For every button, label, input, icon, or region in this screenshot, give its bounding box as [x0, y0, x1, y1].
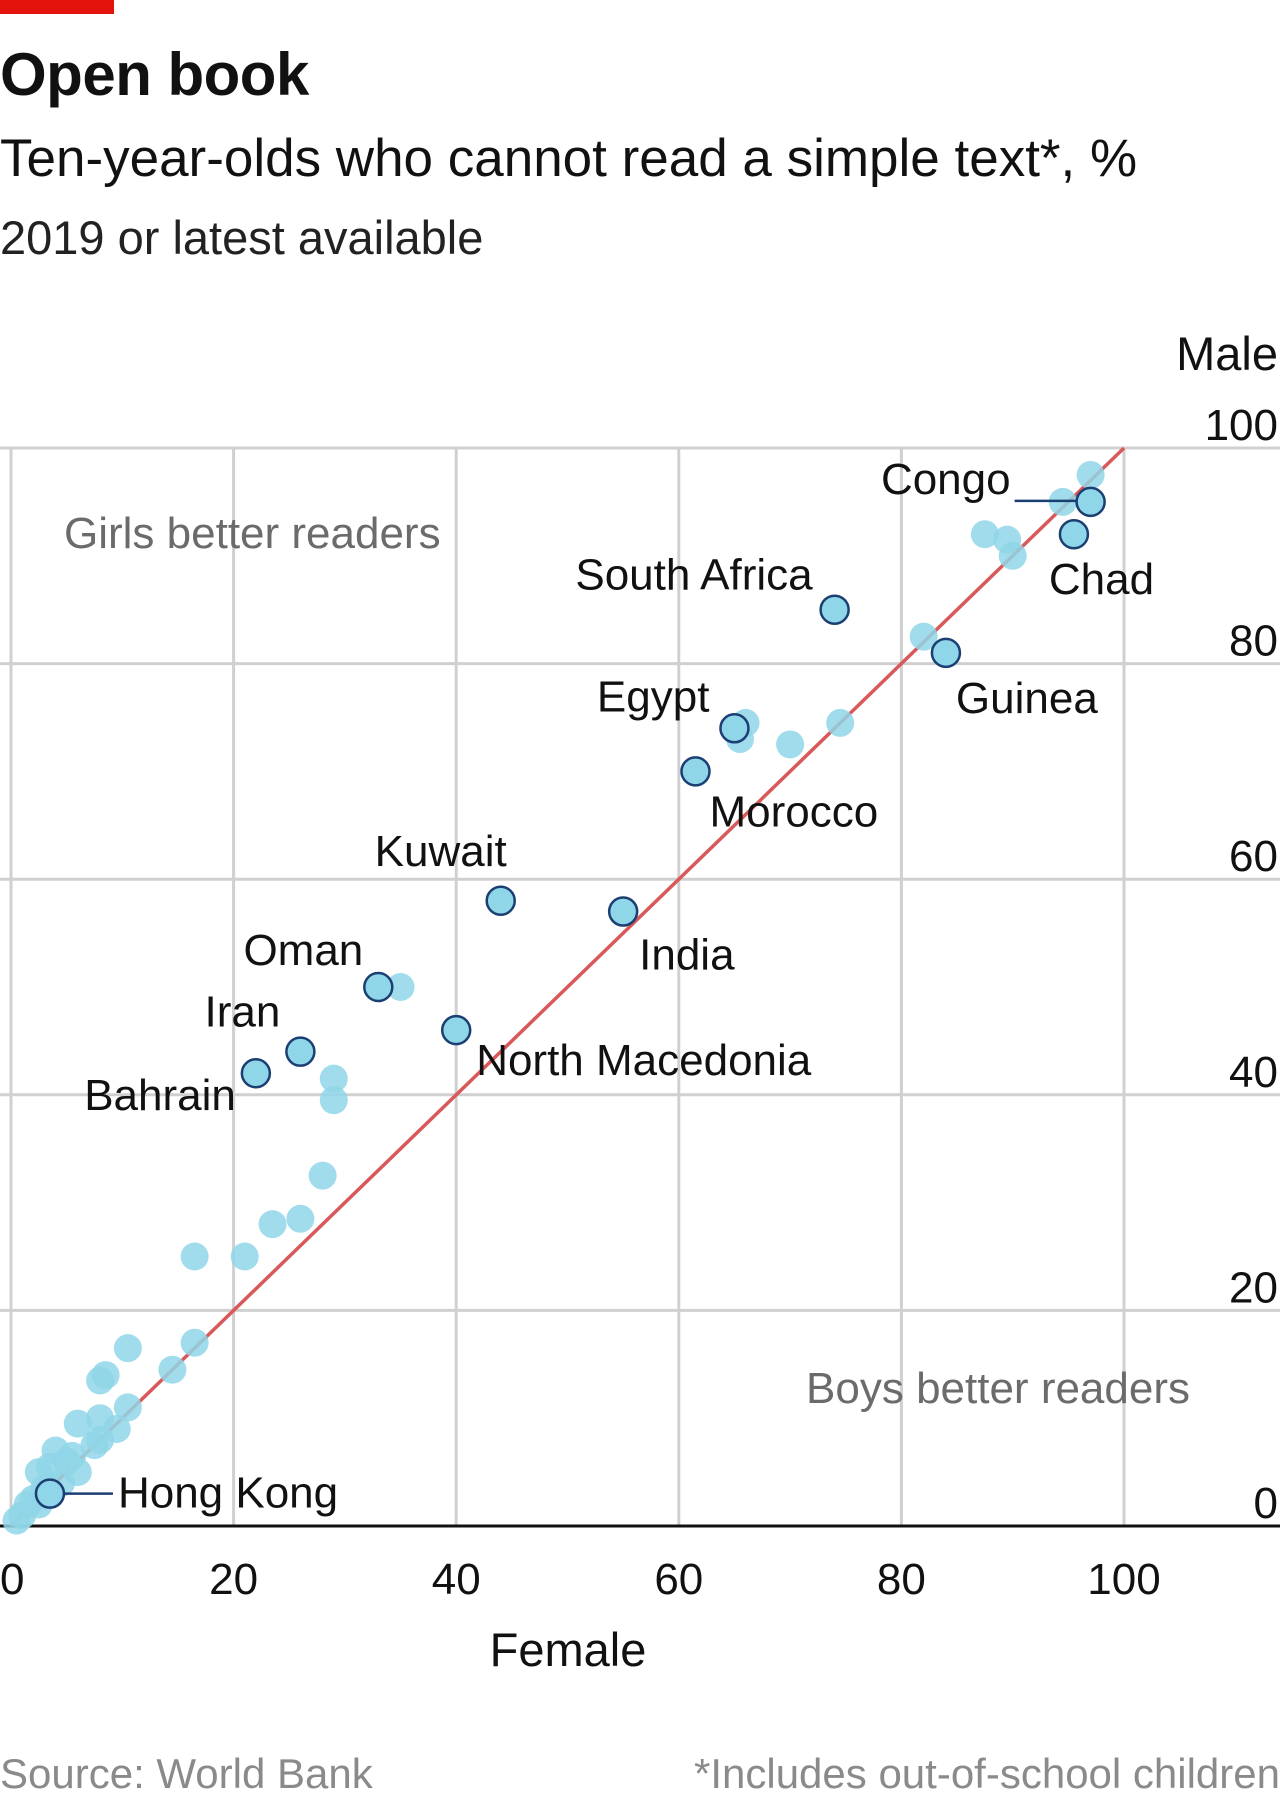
- data-point: [86, 1366, 115, 1395]
- data-point: [180, 1328, 209, 1357]
- point-label-india: India: [639, 931, 735, 980]
- data-point-morocco: [680, 756, 711, 787]
- data-point: [909, 622, 938, 651]
- y-tick-label: 40: [1229, 1048, 1278, 1097]
- data-point: [258, 1210, 287, 1239]
- data-point: [230, 1242, 259, 1271]
- point-label-guinea: Guinea: [956, 674, 1098, 723]
- x-tick-label: 100: [1087, 1555, 1160, 1604]
- data-point: [776, 730, 805, 759]
- data-point-north-macedonia: [440, 1014, 472, 1046]
- data-point-south-africa: [819, 594, 850, 625]
- data-point: [86, 1425, 115, 1454]
- data-point: [970, 520, 999, 549]
- data-point: [113, 1334, 142, 1363]
- footnote: *Includes out-of-school children: [694, 1750, 1280, 1797]
- data-point: [319, 1086, 348, 1115]
- data-point-chad: [1058, 518, 1090, 550]
- x-tick-label: 40: [432, 1555, 481, 1604]
- x-tick-label: 0: [0, 1555, 24, 1604]
- x-tick-label: 60: [654, 1555, 703, 1604]
- region-label-girls: Girls better readers: [64, 509, 441, 558]
- point-label-south-africa: South Africa: [575, 551, 813, 600]
- data-point-kuwait: [485, 885, 516, 917]
- data-point: [180, 1242, 209, 1271]
- y-tick-label: 60: [1229, 832, 1278, 881]
- point-label-hong-kong: Hong Kong: [118, 1469, 338, 1518]
- point-label-iran: Iran: [205, 988, 281, 1037]
- chart-subtitle: Ten-year-olds who cannot read a simple t…: [0, 129, 1138, 188]
- point-label-bahrain: Bahrain: [84, 1071, 236, 1120]
- data-point-guinea: [930, 637, 962, 669]
- point-label-north-macedonia: North Macedonia: [476, 1036, 812, 1085]
- data-point: [319, 1064, 348, 1093]
- y-axis-label: Male: [1176, 327, 1278, 380]
- data-point: [826, 708, 855, 737]
- data-point-oman: [363, 971, 394, 1003]
- data-point-congo: [1075, 486, 1106, 518]
- data-point-bahrain: [240, 1057, 272, 1089]
- data-point: [113, 1393, 142, 1422]
- data-point: [2, 1506, 31, 1535]
- point-label-kuwait: Kuwait: [375, 827, 507, 876]
- data-point: [998, 541, 1027, 570]
- x-tick-label: 20: [209, 1555, 258, 1604]
- chart-date-note: 2019 or latest available: [0, 211, 484, 264]
- x-axis-label: Female: [490, 1623, 647, 1676]
- data-point-india: [607, 896, 639, 927]
- point-label-oman: Oman: [243, 926, 363, 975]
- source-note: Source: World Bank: [0, 1750, 373, 1797]
- data-point: [386, 973, 415, 1001]
- accent-bar: [0, 0, 114, 14]
- chart-title: Open book: [0, 41, 309, 108]
- point-label-congo: Congo: [881, 455, 1011, 504]
- y-tick-label: 100: [1205, 401, 1278, 450]
- data-point-iran: [285, 1036, 316, 1067]
- x-tick-label: 80: [877, 1555, 926, 1604]
- data-point: [158, 1355, 187, 1384]
- data-point: [52, 1447, 81, 1476]
- point-label-egypt: Egypt: [597, 672, 710, 721]
- data-point: [308, 1161, 337, 1190]
- data-point-egypt: [719, 713, 750, 744]
- y-tick-label: 0: [1254, 1479, 1278, 1528]
- point-label-morocco: Morocco: [709, 787, 878, 836]
- region-label-boys: Boys better readers: [806, 1364, 1190, 1413]
- data-point: [86, 1404, 115, 1433]
- data-point: [63, 1409, 92, 1438]
- y-tick-label: 20: [1229, 1263, 1278, 1312]
- y-tick-label: 80: [1229, 617, 1278, 666]
- point-label-chad: Chad: [1049, 555, 1154, 604]
- data-point: [1076, 460, 1105, 489]
- data-point: [286, 1204, 315, 1233]
- data-point-hong-kong: [34, 1478, 66, 1509]
- scatter-chart: 0 20 40 60 80 100 Male 0 20 40 60 80 100 Female Girls …: [0, 327, 1280, 1676]
